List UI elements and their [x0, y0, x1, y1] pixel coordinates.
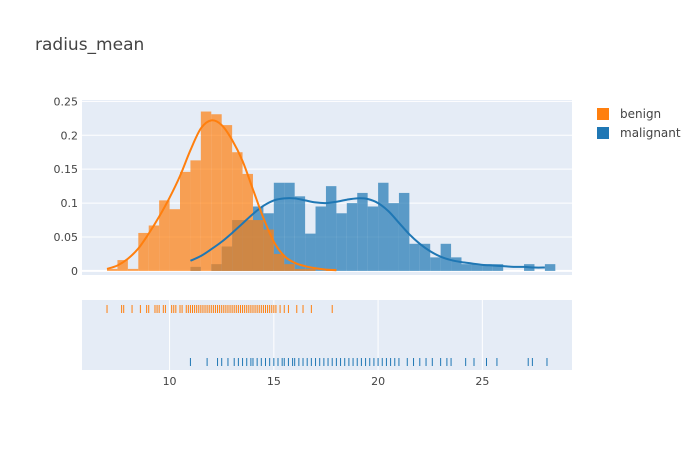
histogram-bar-malignant[interactable]: [273, 182, 285, 271]
histogram-bar-malignant[interactable]: [294, 196, 306, 271]
histogram-bar-benign[interactable]: [294, 268, 306, 271]
histogram-bar-benign[interactable]: [232, 152, 243, 271]
histogram-bar-malignant[interactable]: [409, 243, 420, 271]
legend-swatch-malignant: [597, 127, 609, 139]
histogram-bar-malignant[interactable]: [325, 186, 337, 271]
histogram-bar-benign[interactable]: [169, 209, 180, 271]
y-tick-label: 0.1: [61, 197, 79, 210]
histogram-bar-malignant[interactable]: [336, 213, 347, 271]
y-tick-label: 0: [71, 265, 78, 278]
density-curves: [106, 119, 545, 272]
histogram-bar-malignant[interactable]: [305, 233, 316, 271]
histogram-bar-benign[interactable]: [117, 260, 128, 271]
histogram-bar-malignant[interactable]: [544, 264, 556, 271]
rug-marks: [106, 305, 548, 366]
density-curve-malignant[interactable]: [190, 197, 545, 269]
histogram-bar-benign[interactable]: [242, 173, 253, 271]
histogram-bar-benign[interactable]: [159, 200, 170, 271]
density-curve-benign[interactable]: [106, 119, 337, 272]
histogram-bar-benign[interactable]: [107, 268, 118, 271]
histogram-bar-malignant[interactable]: [492, 264, 504, 271]
x-tick-label: 15: [267, 375, 281, 388]
histogram-bar-benign[interactable]: [127, 268, 139, 271]
histogram-bar-malignant[interactable]: [367, 206, 379, 271]
histogram-bar-malignant[interactable]: [346, 203, 358, 271]
histogram-bar-malignant[interactable]: [357, 192, 368, 271]
chart-title: radius_mean: [35, 35, 144, 55]
histogram-bar-benign[interactable]: [148, 225, 160, 271]
histogram-bar-benign[interactable]: [273, 253, 285, 271]
histogram-bar-malignant[interactable]: [378, 182, 389, 271]
legend-item-benign[interactable]: benign: [597, 107, 661, 121]
histogram-bar-benign[interactable]: [180, 171, 191, 271]
histogram-bar-malignant[interactable]: [440, 243, 452, 271]
y-axis-tick-labels: 0 0.05 0.1 0.15 0.2 0.25: [54, 95, 79, 278]
histogram-bar-benign[interactable]: [211, 114, 222, 271]
y-tick-label: 0.25: [54, 95, 79, 108]
x-tick-label: 25: [475, 375, 489, 388]
histogram-bar-malignant[interactable]: [461, 264, 472, 271]
x-axis-tick-labels: 10 15 20 25: [163, 375, 490, 388]
legend-label-benign: benign: [620, 107, 661, 121]
histogram-bar-benign[interactable]: [263, 229, 274, 271]
histogram-bar-malignant[interactable]: [315, 206, 326, 271]
rug-plot-background: [82, 300, 572, 370]
histogram-bar-benign[interactable]: [200, 111, 212, 271]
histogram-bar-benign[interactable]: [284, 264, 295, 271]
histogram-bar-malignant[interactable]: [419, 243, 431, 271]
histogram-bars: [107, 111, 556, 271]
histogram-bar-malignant[interactable]: [471, 264, 483, 271]
legend-label-malignant: malignant: [620, 126, 681, 140]
histogram-bar-malignant[interactable]: [284, 182, 295, 271]
histogram-bar-malignant[interactable]: [388, 203, 399, 271]
legend-item-malignant[interactable]: malignant: [597, 126, 681, 140]
legend-swatch-benign: [597, 108, 609, 120]
histogram-bar-malignant[interactable]: [430, 257, 441, 271]
y-tick-label: 0.05: [54, 231, 79, 244]
legend[interactable]: benign malignant: [597, 107, 681, 140]
histogram-bar-benign[interactable]: [305, 268, 316, 271]
rug-panel: 10 15 20 25: [82, 300, 572, 388]
x-tick-label: 10: [163, 375, 177, 388]
histogram-bar-malignant[interactable]: [398, 192, 410, 271]
y-tick-label: 0.2: [61, 129, 79, 142]
y-tick-label: 0.15: [54, 163, 79, 176]
histogram-bar-malignant[interactable]: [482, 264, 493, 271]
histogram-bar-benign[interactable]: [138, 232, 149, 271]
histogram-bar-malignant[interactable]: [451, 257, 462, 271]
histogram-panel: 0 0.05 0.1 0.15 0.2 0.25: [54, 95, 572, 278]
x-tick-label: 20: [371, 375, 385, 388]
histogram-bar-benign[interactable]: [190, 160, 201, 271]
histogram-bar-benign[interactable]: [252, 220, 264, 271]
histogram-bar-benign[interactable]: [221, 125, 233, 271]
